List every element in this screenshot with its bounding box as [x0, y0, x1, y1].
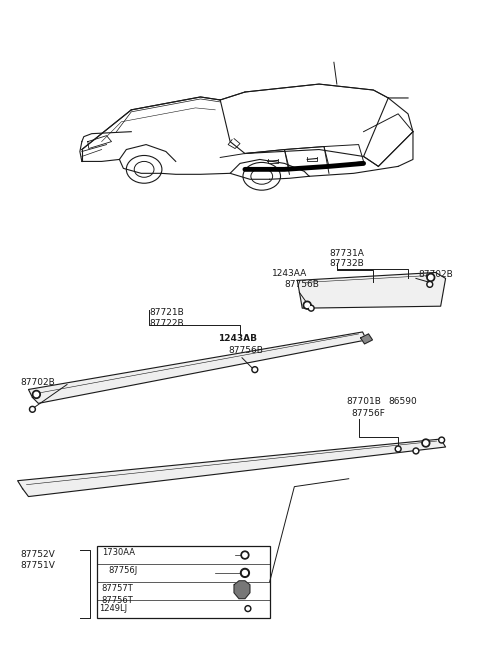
- Text: 87756F: 87756F: [352, 409, 385, 419]
- Text: 87702B: 87702B: [418, 270, 453, 279]
- Text: 87721B
87722B: 87721B 87722B: [149, 308, 184, 327]
- Circle shape: [33, 390, 40, 398]
- Circle shape: [427, 274, 435, 281]
- Circle shape: [240, 569, 250, 577]
- Text: 87702B: 87702B: [21, 378, 55, 386]
- Circle shape: [414, 449, 418, 453]
- Circle shape: [422, 439, 430, 447]
- Bar: [96, 546, 270, 617]
- Circle shape: [427, 281, 433, 287]
- Circle shape: [243, 553, 247, 557]
- Text: 86590: 86590: [388, 398, 417, 407]
- Circle shape: [242, 571, 247, 575]
- Text: 87756T: 87756T: [102, 596, 133, 605]
- Circle shape: [253, 368, 256, 371]
- Text: 87701B: 87701B: [347, 398, 382, 407]
- Circle shape: [245, 605, 251, 611]
- Polygon shape: [28, 332, 367, 403]
- Circle shape: [428, 283, 431, 286]
- Circle shape: [424, 441, 428, 445]
- Text: 87731A
87732B: 87731A 87732B: [329, 249, 364, 268]
- Polygon shape: [234, 581, 250, 599]
- Circle shape: [34, 392, 38, 397]
- Circle shape: [439, 437, 444, 443]
- Circle shape: [303, 301, 311, 309]
- Circle shape: [396, 447, 400, 451]
- Circle shape: [246, 607, 250, 610]
- Circle shape: [413, 448, 419, 454]
- Text: 87756B: 87756B: [228, 346, 263, 355]
- Text: 87757T: 87757T: [102, 584, 133, 593]
- Circle shape: [31, 408, 34, 411]
- Text: 1730AA: 1730AA: [102, 548, 134, 557]
- Polygon shape: [360, 334, 372, 344]
- Circle shape: [305, 303, 310, 308]
- Circle shape: [29, 406, 36, 412]
- Text: 87756J: 87756J: [108, 566, 138, 575]
- Circle shape: [440, 439, 443, 441]
- Circle shape: [395, 446, 401, 452]
- Text: 1243AB: 1243AB: [218, 334, 257, 343]
- Circle shape: [310, 307, 312, 310]
- Polygon shape: [297, 272, 445, 308]
- Text: 87756B: 87756B: [285, 280, 319, 289]
- Circle shape: [241, 551, 249, 559]
- Text: 87752V
87751V: 87752V 87751V: [21, 550, 56, 569]
- Circle shape: [252, 367, 258, 373]
- Text: 1243AA: 1243AA: [272, 268, 307, 277]
- Circle shape: [308, 305, 314, 311]
- Circle shape: [429, 276, 433, 279]
- Text: 1249LJ: 1249LJ: [99, 604, 127, 613]
- Polygon shape: [18, 439, 445, 497]
